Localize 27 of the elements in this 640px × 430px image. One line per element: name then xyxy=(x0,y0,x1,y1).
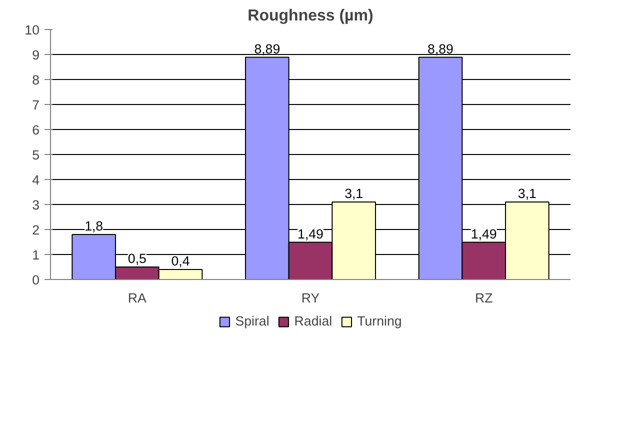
x-tick-label: RY xyxy=(301,290,320,306)
y-tick-label: 0 xyxy=(32,272,40,288)
y-tick-label: 1 xyxy=(32,248,40,262)
y-tick-label: 2 xyxy=(32,222,40,238)
data-label: 0,4 xyxy=(171,254,190,268)
y-tick-label: 3 xyxy=(32,198,40,212)
y-tick-label: 9 xyxy=(32,48,40,62)
y-tick-label: 6 xyxy=(32,122,40,138)
x-tick-label: RA xyxy=(128,290,147,306)
legend-label: Spiral xyxy=(235,314,270,328)
data-label: 0,5 xyxy=(128,251,146,266)
y-tick-label: 7 xyxy=(32,98,40,112)
data-label: 8,89 xyxy=(254,41,280,56)
y-tick-label: 5 xyxy=(32,148,40,162)
data-label: 3,1 xyxy=(518,186,536,201)
legend-label: Turning xyxy=(357,314,402,328)
y-tick-label: 8 xyxy=(32,72,40,88)
data-label: 1,49 xyxy=(470,226,497,242)
y-tick-label: 4 xyxy=(32,172,40,188)
data-label: 1,8 xyxy=(84,218,104,234)
y-tick-label: 10 xyxy=(24,22,40,38)
data-label: 8,89 xyxy=(428,41,454,56)
legend-label: Radial xyxy=(294,314,332,328)
data-label: 3,1 xyxy=(344,186,364,201)
x-tick-label: RZ xyxy=(474,290,493,306)
chart-title: Roughness (µm) xyxy=(248,8,374,24)
data-label: 1,49 xyxy=(298,226,324,242)
